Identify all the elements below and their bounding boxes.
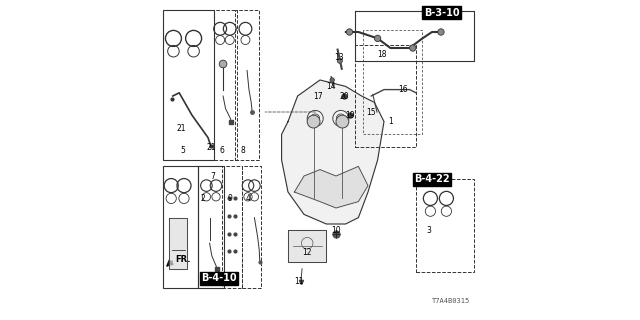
- Text: 17: 17: [314, 92, 323, 100]
- Text: 16: 16: [398, 85, 408, 94]
- Bar: [236, 10, 259, 160]
- Text: B-3-10: B-3-10: [424, 8, 460, 18]
- Circle shape: [438, 29, 444, 35]
- Text: 1: 1: [388, 117, 393, 126]
- Text: 8: 8: [241, 146, 246, 155]
- Bar: [355, 45, 416, 147]
- Text: 15: 15: [366, 108, 376, 116]
- Circle shape: [330, 78, 335, 82]
- Text: 11: 11: [294, 277, 304, 286]
- Text: 14: 14: [326, 82, 336, 91]
- Text: 2: 2: [201, 194, 205, 203]
- Text: 5: 5: [180, 146, 185, 155]
- Circle shape: [410, 45, 416, 51]
- Polygon shape: [288, 230, 326, 262]
- Bar: [163, 166, 198, 288]
- Polygon shape: [169, 218, 187, 269]
- Circle shape: [337, 58, 342, 63]
- Circle shape: [336, 115, 349, 128]
- Text: 9: 9: [228, 194, 233, 203]
- Bar: [223, 166, 242, 288]
- Text: 21: 21: [207, 143, 216, 152]
- Text: 7: 7: [211, 172, 215, 180]
- Text: 10: 10: [331, 226, 341, 235]
- Bar: [416, 179, 474, 272]
- Polygon shape: [282, 80, 384, 224]
- Circle shape: [307, 115, 320, 128]
- Text: 6: 6: [220, 146, 225, 155]
- Text: 13: 13: [334, 53, 344, 62]
- Bar: [242, 166, 261, 288]
- Text: 18: 18: [378, 50, 387, 59]
- Polygon shape: [294, 166, 368, 208]
- Text: B-4-22: B-4-22: [414, 174, 450, 184]
- Text: 19: 19: [346, 111, 355, 120]
- Bar: [214, 10, 237, 160]
- Text: 21: 21: [176, 124, 186, 132]
- Text: FR.: FR.: [175, 255, 191, 264]
- Text: 12: 12: [303, 248, 312, 257]
- Text: B-4-10: B-4-10: [202, 273, 237, 284]
- Bar: [198, 166, 224, 288]
- Circle shape: [219, 60, 227, 68]
- Circle shape: [346, 29, 353, 35]
- Bar: [163, 10, 214, 160]
- Text: 20: 20: [339, 92, 349, 100]
- Text: 3: 3: [426, 226, 431, 235]
- Text: 4: 4: [246, 194, 250, 203]
- Text: T7A4B0315: T7A4B0315: [432, 298, 470, 304]
- Circle shape: [374, 35, 381, 42]
